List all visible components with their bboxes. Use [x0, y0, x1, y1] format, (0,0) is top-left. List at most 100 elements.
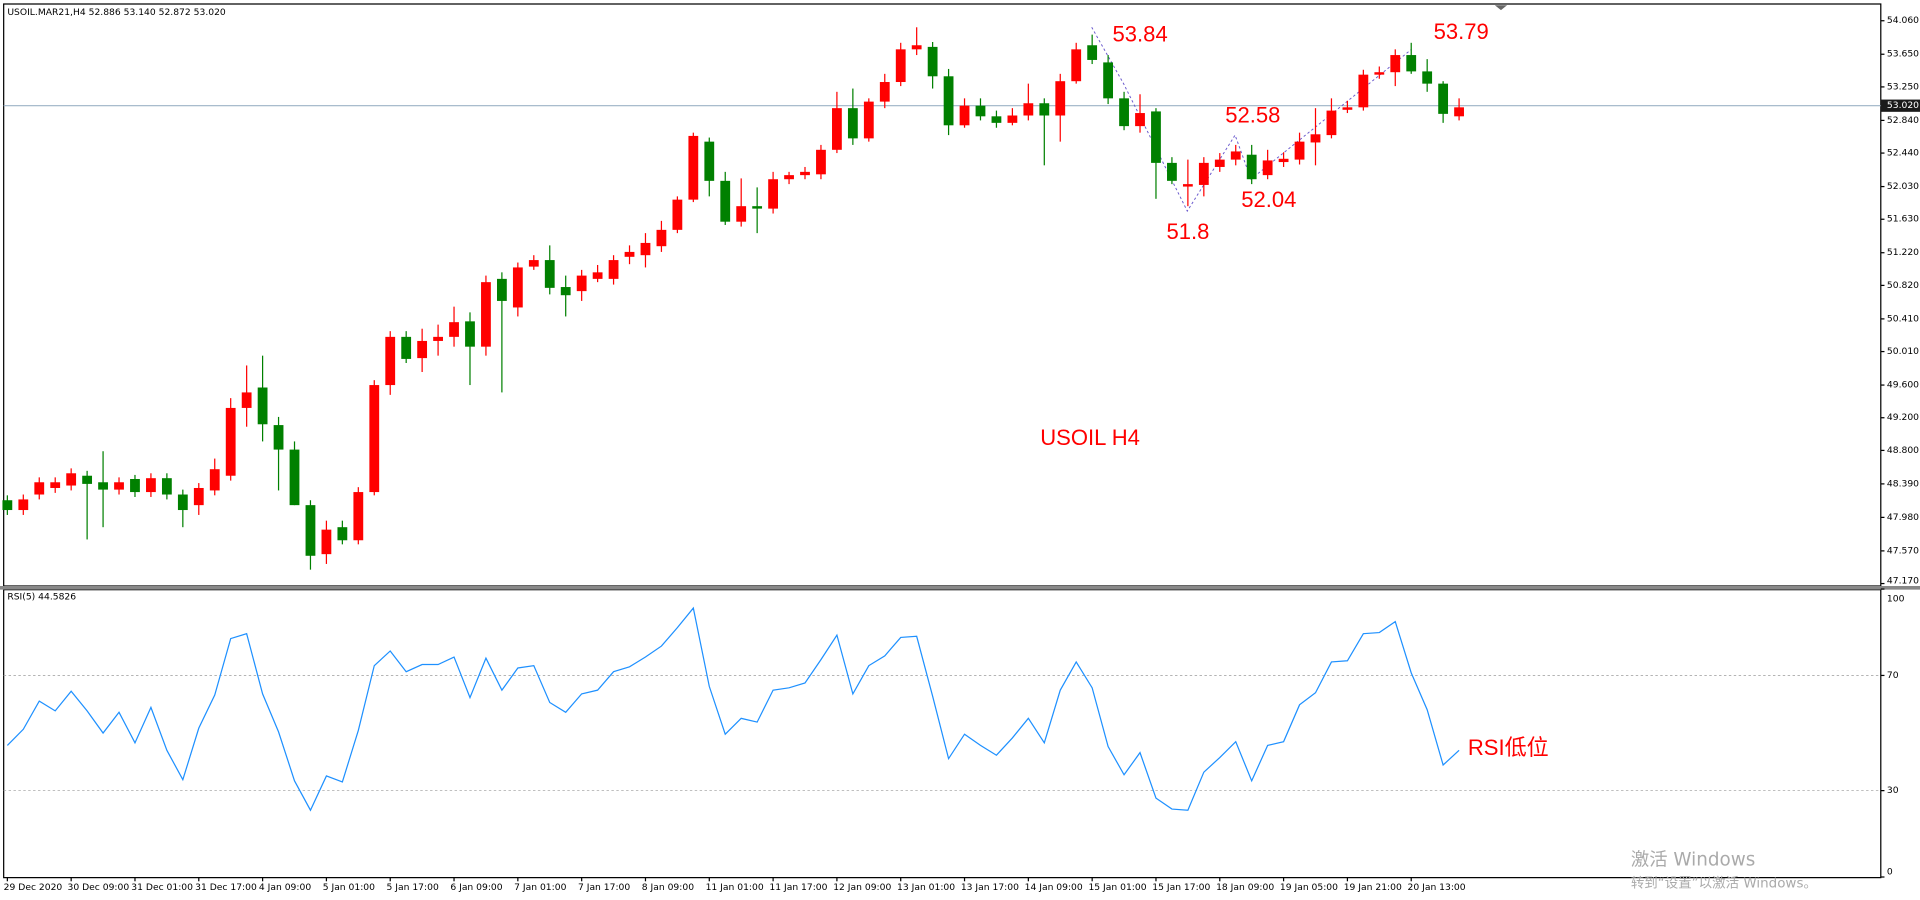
- x-tick-label: 31 Dec 01:00: [131, 882, 193, 893]
- candle-body: [1007, 115, 1018, 123]
- candle-body: [1438, 83, 1449, 114]
- candle-body: [1023, 103, 1034, 116]
- x-tick-label: 19 Jan 05:00: [1280, 882, 1338, 893]
- candle-body: [847, 108, 858, 139]
- candle-body: [720, 180, 731, 222]
- candle-body: [1406, 55, 1417, 72]
- candle-body: [66, 473, 77, 486]
- current-price-box: [1880, 99, 1920, 112]
- candle-body: [401, 336, 412, 359]
- candle-body: [576, 275, 587, 292]
- candle-body: [496, 278, 507, 301]
- candle-body: [800, 171, 810, 176]
- candle-body: [672, 199, 683, 230]
- candle-body: [321, 529, 332, 555]
- candle-body: [82, 475, 93, 484]
- candle-body: [608, 260, 619, 279]
- y-tick-label: 0: [1887, 867, 1893, 878]
- candle-body: [879, 82, 890, 102]
- candle-body: [911, 45, 922, 50]
- shift-marker: [1494, 5, 1508, 11]
- x-tick-label: 7 Jan 01:00: [514, 882, 566, 893]
- candle-body: [560, 287, 571, 296]
- candle-body: [592, 272, 603, 279]
- y-tick-label: 53.650: [1887, 49, 1919, 60]
- candle-body: [1167, 162, 1177, 181]
- annotation: 52.04: [1241, 187, 1296, 212]
- candle-body: [146, 478, 156, 493]
- candle-body: [1422, 71, 1433, 84]
- candle-body: [1198, 162, 1209, 185]
- x-tick-label: 18 Jan 09:00: [1216, 882, 1274, 893]
- candle-body: [640, 242, 651, 256]
- x-tick-label: 12 Jan 09:00: [833, 882, 891, 893]
- y-tick-label: 30: [1887, 785, 1899, 796]
- main-panel: [3, 3, 1882, 587]
- y-tick-label: 50.010: [1887, 346, 1919, 357]
- candle-body: [1390, 55, 1401, 73]
- candle-body: [50, 482, 61, 488]
- candle-body: [177, 494, 188, 511]
- candle-body: [1151, 111, 1161, 163]
- candle-body: [273, 425, 284, 450]
- candle-body: [656, 229, 667, 247]
- watermark-subtitle: 转到“设置”以激活 Windows。: [1631, 876, 1817, 892]
- x-tick-label: 11 Jan 17:00: [769, 882, 827, 893]
- candle-body: [688, 135, 699, 200]
- x-tick-label: 15 Jan 17:00: [1152, 882, 1210, 893]
- rsi-title: RSI(5) 44.5826: [7, 592, 76, 603]
- candle-body: [337, 527, 348, 541]
- y-tick-label: 49.200: [1887, 412, 1919, 423]
- zigzag: [1091, 27, 1412, 213]
- y-tick-label: 51.220: [1887, 247, 1919, 258]
- x-tick-label: 20 Jan 13:00: [1408, 882, 1466, 893]
- candle-body: [1182, 184, 1193, 187]
- y-tick-label: 100: [1887, 593, 1905, 604]
- candle-body: [512, 267, 523, 308]
- candle-body: [481, 282, 491, 347]
- annotation: 52.58: [1225, 103, 1280, 128]
- y-tick-label: 47.570: [1887, 545, 1919, 556]
- candle-body: [209, 469, 220, 491]
- y-tick-label: 70: [1887, 670, 1899, 681]
- annotation: 51.8: [1166, 219, 1209, 244]
- candle-body: [752, 206, 763, 209]
- candle-body: [1087, 45, 1098, 60]
- candle-body: [417, 340, 428, 359]
- current-price-label: 53.020: [1887, 100, 1919, 111]
- y-tick-label: 53.250: [1887, 81, 1919, 92]
- candle-body: [449, 322, 459, 337]
- y-tick-label: 49.600: [1887, 380, 1919, 391]
- candle-body: [816, 149, 826, 175]
- annotation: 53.79: [1434, 19, 1489, 44]
- x-tick-label: 5 Jan 01:00: [323, 882, 375, 893]
- chart-title: USOIL.MAR21,H4 52.886 53.140 52.872 53.0…: [7, 7, 226, 18]
- candle-body: [289, 449, 300, 506]
- candle-body: [768, 179, 778, 209]
- rsi-line: [6, 606, 1460, 812]
- candle-body: [991, 116, 1002, 123]
- x-tick-label: 4 Jan 09:00: [259, 882, 311, 893]
- candle-body: [1039, 103, 1050, 116]
- candle-body: [624, 251, 635, 257]
- y-tick-label: 52.030: [1887, 181, 1919, 192]
- candle-body: [736, 206, 747, 222]
- x-tick-label: 30 Dec 09:00: [67, 882, 129, 893]
- candle-body: [927, 46, 938, 77]
- candle-body: [1230, 151, 1241, 160]
- candle-body: [305, 505, 316, 556]
- watermark-title: 激活 Windows: [1631, 849, 1756, 870]
- candles: [2, 27, 1464, 570]
- x-tick-label: 11 Jan 01:00: [706, 882, 764, 893]
- candle-body: [528, 260, 539, 267]
- candle-body: [832, 108, 842, 150]
- candle-body: [1055, 81, 1066, 116]
- candle-body: [1103, 62, 1114, 99]
- x-tick-label: 7 Jan 17:00: [578, 882, 630, 893]
- candle-body: [34, 482, 45, 495]
- candle-body: [161, 478, 172, 495]
- x-tick-label: 13 Jan 01:00: [897, 882, 955, 893]
- candle-body: [959, 105, 970, 126]
